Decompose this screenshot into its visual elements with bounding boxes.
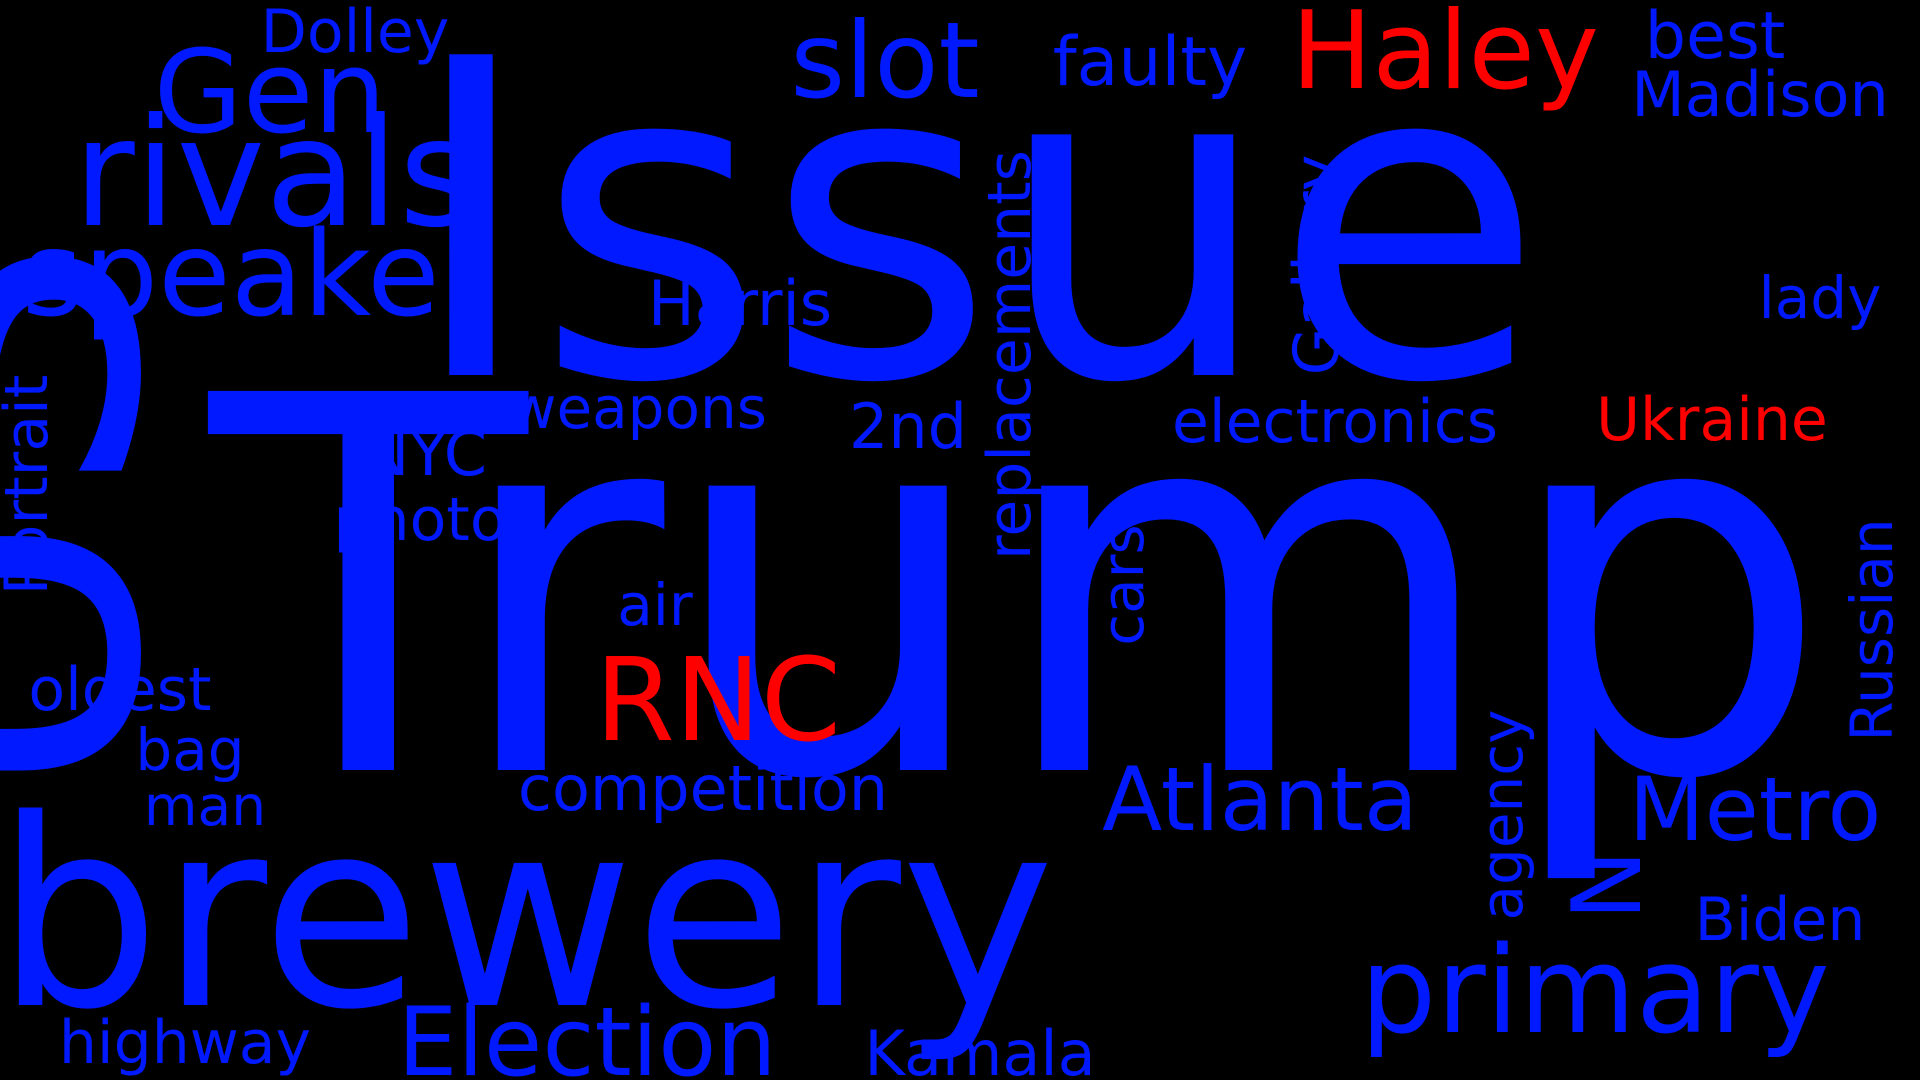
word-atlanta: Atlanta [1102,748,1418,851]
word-best: best [1645,0,1786,74]
word-madison: Madison [1631,58,1889,131]
word-highway: highway [59,1008,311,1078]
word-photo: photo [333,485,506,555]
word-russian: Russian [1838,518,1906,741]
word-gallery: Gallery [1280,155,1353,376]
word-2nd: 2nd [849,390,967,463]
word-dolley: Dolley [261,0,450,67]
word-lady: lady [1759,264,1882,332]
word-electronics: electronics [1172,387,1498,457]
word-primary: primary [1360,922,1830,1061]
word-slot: slot [790,0,979,122]
word-brewery: brewery [0,765,1055,1067]
word-n: N [1553,849,1663,920]
word-cars: cars [1089,524,1157,646]
word-rnc: RNC [595,634,841,768]
word-biden: Biden [1695,885,1866,955]
word-metro: Metro [1629,758,1882,861]
word-rivals: rivals [73,87,477,261]
word-agency: agency [1468,709,1536,920]
word-haley: Haley [1291,0,1599,114]
word-trump: Trump [201,287,1830,893]
word-competition: competition [518,752,888,825]
word-air: air [617,571,693,639]
word-replacements: replacements [975,150,1045,560]
word-oldest: oldest [28,655,211,725]
word-bag: bag [135,716,244,784]
word-kamala: Kamala [864,1017,1095,1080]
word-speaker: speaker [22,205,489,343]
word-harris: Harris [648,267,832,340]
word-portrait: Portrait [0,375,62,596]
word-gen: Gen [154,26,387,160]
word-man: man [144,774,266,838]
word-faulty: faulty [1053,23,1248,102]
word-ukraine: Ukraine [1596,385,1828,455]
word-nyc: NYC [363,417,487,490]
word-weapons: weapons [509,374,767,442]
word-issue: Issue [406,0,1544,479]
word-us: US [0,233,235,807]
word-election: Election [397,988,776,1080]
